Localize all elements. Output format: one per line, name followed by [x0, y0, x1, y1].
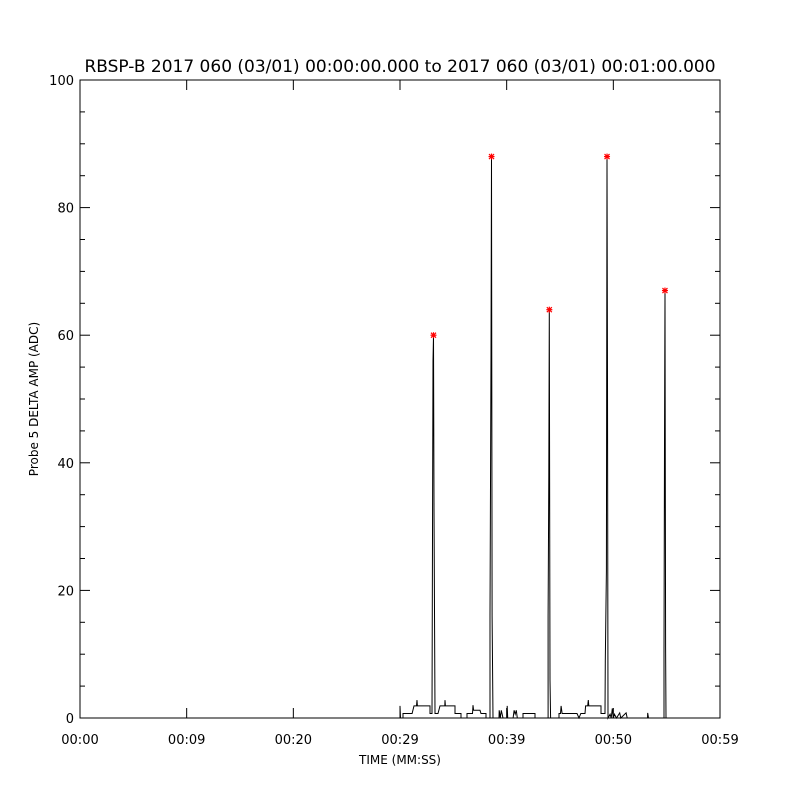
peak-markers — [430, 153, 668, 339]
x-axis-label: TIME (MM:SS) — [358, 753, 441, 767]
data-line — [80, 156, 720, 720]
peak-marker — [488, 153, 495, 160]
peak-marker — [604, 153, 611, 160]
x-tick-label: 00:29 — [381, 733, 418, 748]
peak-marker — [430, 332, 437, 339]
y-axis-label: Probe 5 DELTA AMP (ADC) — [27, 322, 41, 476]
x-tick-label: 00:39 — [488, 733, 525, 748]
x-tick-label: 00:59 — [701, 733, 738, 748]
y-tick-label: 80 — [57, 202, 74, 217]
axis-ticks — [79, 79, 721, 719]
x-tick-label: 00:00 — [61, 733, 98, 748]
x-tick-label: 00:09 — [168, 733, 205, 748]
y-tick-label: 60 — [57, 329, 74, 344]
peak-marker — [661, 287, 668, 294]
x-tick-label: 00:50 — [595, 733, 632, 748]
chart-title: RBSP-B 2017 060 (03/01) 00:00:00.000 to … — [84, 57, 715, 77]
y-tick-label: 100 — [49, 74, 74, 89]
peak-marker — [546, 306, 553, 313]
tick-labels: 0 20 40 60 80 100 00:00 00:09 00:20 00:29 00:39 00:… — [49, 74, 739, 748]
y-tick-label: 0 — [66, 712, 74, 727]
y-tick-label: 20 — [57, 584, 74, 599]
y-tick-label: 40 — [57, 457, 74, 472]
x-tick-label: 00:20 — [275, 733, 312, 748]
plot-frame — [79, 79, 721, 719]
